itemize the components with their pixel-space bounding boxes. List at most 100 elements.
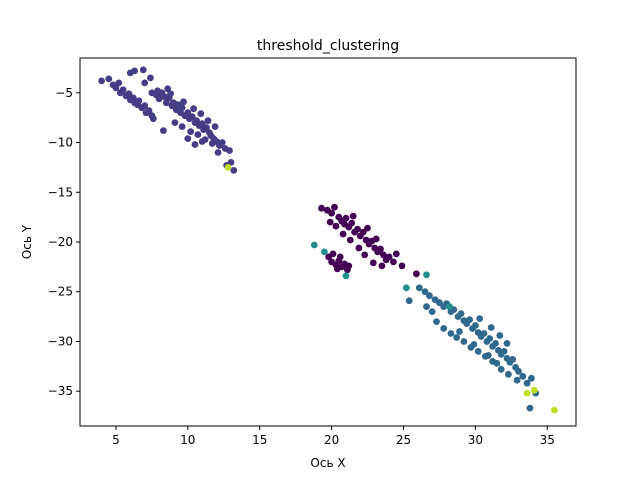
scatter-point xyxy=(551,406,558,414)
scatter-point xyxy=(310,241,318,249)
scatter-point xyxy=(474,348,482,355)
scatter-point xyxy=(178,104,186,112)
scatter-point xyxy=(346,236,354,244)
y-tick-label: −10 xyxy=(48,136,73,150)
scatter-point xyxy=(349,212,357,220)
x-axis-title: Ось X xyxy=(310,456,345,470)
scatter-point xyxy=(333,265,341,273)
scatter-point xyxy=(198,120,206,127)
scatter-point xyxy=(162,99,170,107)
scatter-point xyxy=(197,110,205,118)
scatter-point xyxy=(364,224,371,232)
x-tick-label: 15 xyxy=(252,433,267,447)
scatter-point xyxy=(321,248,328,256)
scatter-point xyxy=(180,98,187,106)
scatter-point xyxy=(190,105,198,113)
y-axis-title: Ось Y xyxy=(20,224,34,259)
scatter-point xyxy=(187,128,195,136)
scatter-point xyxy=(496,332,504,339)
scatter-point xyxy=(135,97,143,105)
scatter-point xyxy=(486,335,494,342)
y-tick-label: −30 xyxy=(48,334,73,348)
scatter-point xyxy=(505,370,512,378)
scatter-point xyxy=(385,253,393,261)
scatter-point xyxy=(224,164,232,171)
scatter-point xyxy=(112,84,120,92)
scatter-point xyxy=(480,330,488,337)
scatter-point xyxy=(361,251,369,259)
scatter-point xyxy=(147,74,154,82)
scatter-point xyxy=(115,79,123,87)
scatter-point xyxy=(355,244,363,252)
scatter-point xyxy=(446,303,453,310)
scatter-point xyxy=(326,218,334,226)
points-layer xyxy=(98,66,558,414)
scatter-point xyxy=(426,292,433,300)
scatter-point xyxy=(191,141,199,148)
x-tick-label: 20 xyxy=(324,433,339,447)
scatter-point xyxy=(523,389,531,397)
y-tick-label: −35 xyxy=(48,384,73,398)
scatter-point xyxy=(392,250,400,258)
scatter-point xyxy=(178,123,186,130)
scatter-point xyxy=(125,90,133,98)
scatter-point xyxy=(208,140,216,147)
scatter-point xyxy=(405,297,413,305)
scatter-point xyxy=(457,310,465,317)
scatter-point xyxy=(470,341,478,348)
scatter-point xyxy=(528,374,535,382)
scatter-point xyxy=(198,138,206,145)
scatter-point xyxy=(141,102,149,110)
scatter-point xyxy=(335,257,343,265)
scatter-point xyxy=(167,90,175,98)
scatter-point xyxy=(380,251,387,259)
scatter-point xyxy=(184,109,192,117)
scatter-point xyxy=(325,253,333,261)
x-tick-label: 30 xyxy=(468,433,483,447)
scatter-point xyxy=(492,340,499,347)
scatter-point xyxy=(476,315,484,322)
scatter-point xyxy=(154,87,162,95)
scatter-point xyxy=(509,356,517,363)
scatter-point xyxy=(493,359,501,367)
scatter-point xyxy=(164,85,172,93)
scatter-point xyxy=(453,334,461,341)
scatter-point xyxy=(226,147,233,154)
scatter-point xyxy=(497,365,505,373)
scatter-point xyxy=(354,225,361,233)
scatter-point xyxy=(519,372,527,380)
scatter-point xyxy=(460,338,468,345)
scatter-point xyxy=(328,209,335,217)
scatter-point xyxy=(98,77,105,85)
scatter-point xyxy=(447,330,455,337)
scatter-point xyxy=(348,219,356,227)
scatter-point xyxy=(214,149,222,156)
scatter-point xyxy=(119,86,127,94)
scatter-point xyxy=(377,245,384,253)
scatter-point xyxy=(403,284,410,292)
scatter-point xyxy=(440,325,448,332)
scatter-point xyxy=(423,303,430,310)
x-tick-label: 5 xyxy=(112,433,120,447)
x-tick-label: 35 xyxy=(540,433,555,447)
scatter-point xyxy=(423,271,430,279)
scatter-point xyxy=(433,318,440,325)
scatter-point xyxy=(530,386,538,394)
scatter-point xyxy=(369,259,377,267)
scatter-point xyxy=(149,115,157,123)
scatter-point xyxy=(105,75,113,83)
y-tick-label: −15 xyxy=(48,185,73,199)
scatter-point xyxy=(526,404,534,412)
scatter-point xyxy=(230,167,238,174)
scatter-point xyxy=(472,322,479,329)
scatter-point xyxy=(188,113,196,121)
scatter-point xyxy=(131,67,139,75)
scatter-point xyxy=(378,262,386,270)
scatter-point xyxy=(141,79,149,87)
scatter-point xyxy=(342,272,350,280)
scatter-point xyxy=(160,127,167,134)
scatter-point xyxy=(171,119,179,126)
scatter-point xyxy=(318,204,325,212)
scatter-point xyxy=(211,123,219,130)
